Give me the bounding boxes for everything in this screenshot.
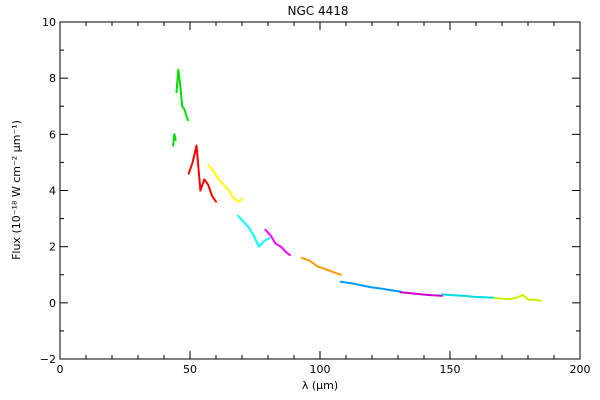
y-tick-label: 0 xyxy=(49,297,56,310)
spectrum-segment-10 xyxy=(441,293,496,299)
x-tick-label: 0 xyxy=(57,363,64,376)
y-tick-label: −2 xyxy=(40,353,56,366)
spectrum-segment-11 xyxy=(493,294,542,302)
spectrum-series xyxy=(172,68,542,302)
spectrum-segment-4 xyxy=(207,164,243,203)
spectrum-segment-2 xyxy=(175,68,189,122)
y-tick-label: 10 xyxy=(42,16,56,29)
plot-frame xyxy=(59,21,581,360)
spectrum-segment-6 xyxy=(264,228,292,257)
x-tick-label: 100 xyxy=(310,363,331,376)
y-tick-label: 8 xyxy=(49,72,56,85)
y-tick-label: 6 xyxy=(49,128,56,141)
spectrum-segment-3 xyxy=(187,144,217,203)
x-tick-label: 50 xyxy=(183,363,197,376)
axis-ticks xyxy=(59,21,581,360)
y-tick-label: 2 xyxy=(49,241,56,254)
x-tick-label: 200 xyxy=(570,363,591,376)
spectrum-segment-9 xyxy=(399,291,444,297)
spectrum-segment-8 xyxy=(339,280,402,293)
spectrum-segment-5 xyxy=(237,214,271,248)
spectrum-segment-7 xyxy=(300,256,342,276)
y-tick-label: 4 xyxy=(49,185,56,198)
x-tick-label: 150 xyxy=(440,363,461,376)
x-axis-title: λ (μm) xyxy=(302,379,338,392)
spectrum-segment-1 xyxy=(172,133,177,147)
chart-title: NGC 4418 xyxy=(287,4,348,18)
y-axis-title: Flux (10⁻¹⁸ W cm⁻² μm⁻¹) xyxy=(10,120,23,260)
